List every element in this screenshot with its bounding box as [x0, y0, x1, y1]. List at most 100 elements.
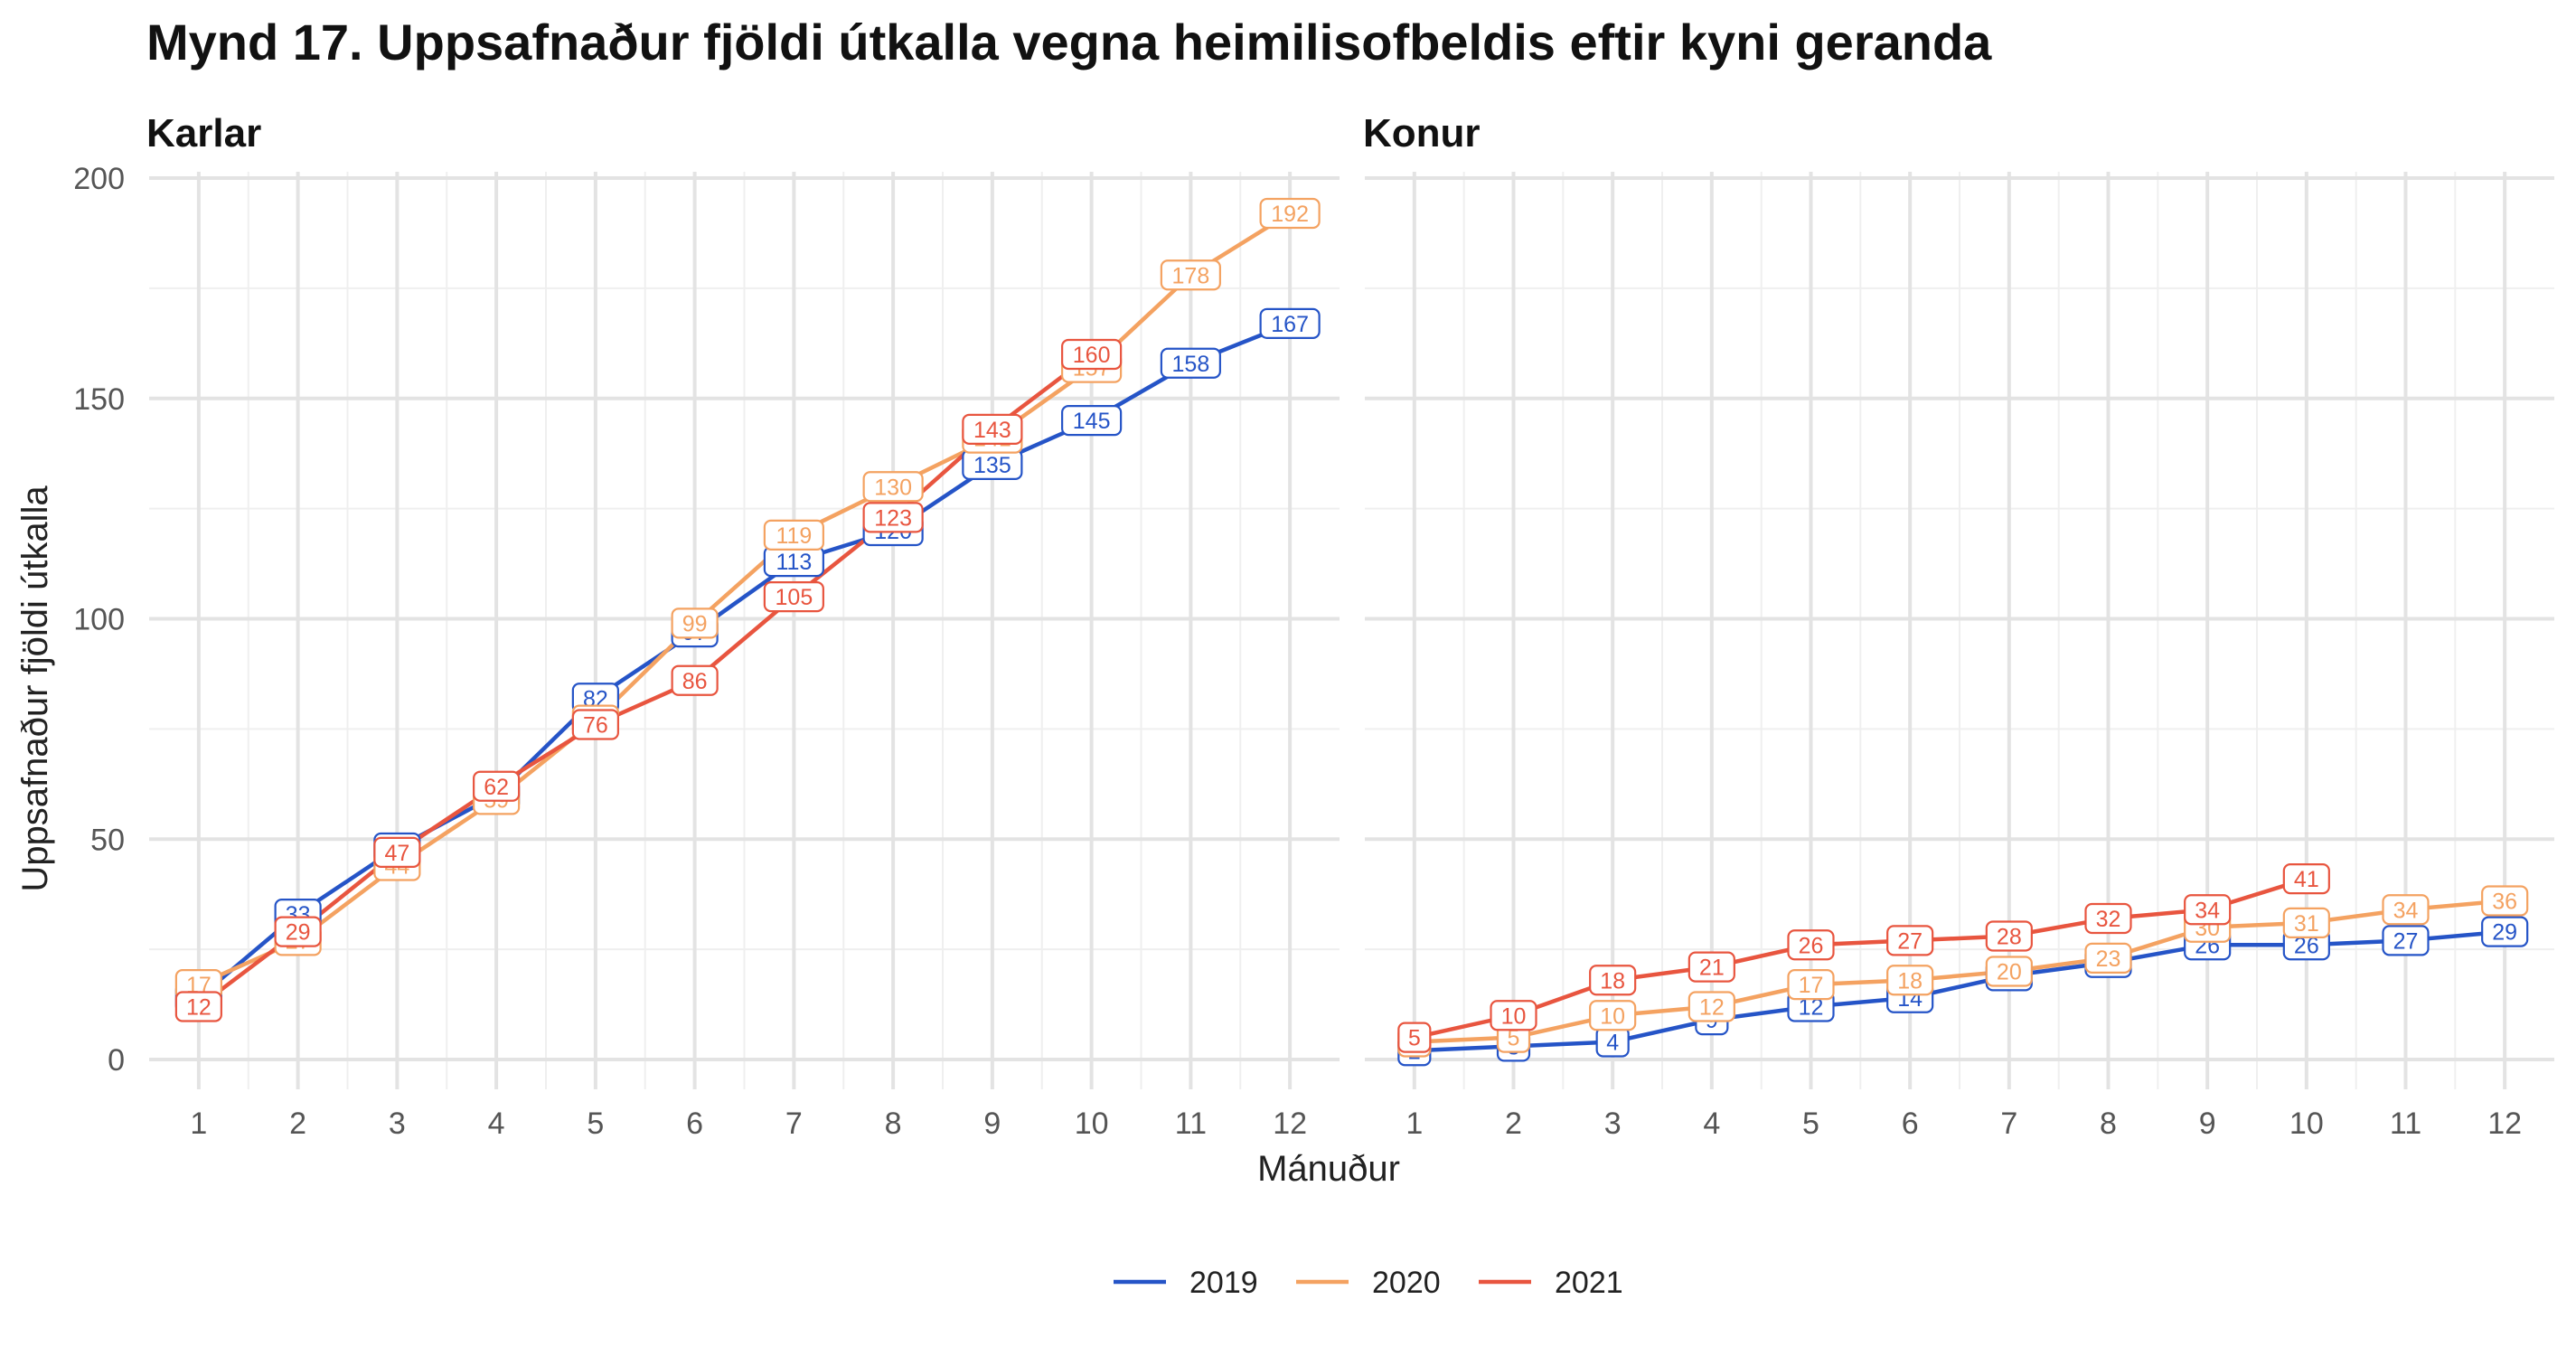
data-label-text: 29: [286, 920, 311, 946]
data-label-2021: 27: [1886, 925, 1934, 956]
data-label-2021: 18: [1589, 965, 1637, 996]
data-label-box: [2481, 885, 2529, 917]
data-label-box: [862, 471, 924, 503]
data-label-box: [1787, 969, 1835, 1001]
legend-item-2020: 2020: [1296, 1266, 1441, 1300]
x-tick-label: 1: [1406, 1106, 1423, 1141]
data-label-box: [2382, 894, 2430, 926]
data-label-2021: 26: [1787, 929, 1835, 961]
data-label-text: 160: [1073, 343, 1111, 368]
data-label-text: 5: [1508, 1026, 1520, 1051]
data-label-text: 99: [682, 611, 708, 636]
data-label-2021: 29: [274, 916, 322, 947]
data-label-2021: 62: [473, 770, 521, 802]
chart-title: Mynd 17. Uppsafnaður fjöldi útkalla vegn…: [146, 14, 1992, 71]
y-tick-label: 200: [73, 162, 125, 196]
x-tick-label: 4: [1703, 1106, 1720, 1141]
x-tick-label: 5: [587, 1106, 604, 1141]
data-label-2019: 27: [2382, 925, 2430, 956]
data-label-2021: 160: [1061, 338, 1123, 371]
data-label-2019: 113: [763, 546, 824, 578]
data-label-2020: 192: [1259, 197, 1321, 230]
data-labels: 2349121419222626272945101217182023303134…: [1397, 863, 2529, 1067]
x-tick-label: 3: [389, 1106, 406, 1141]
data-label-box: [1589, 1000, 1637, 1031]
data-label-text: 76: [583, 713, 608, 739]
x-axis-title: Mánuður: [1257, 1149, 1400, 1189]
data-label-box: [1259, 197, 1321, 230]
data-label-2020: 178: [1160, 259, 1221, 291]
data-label-2020: 20: [1985, 956, 2033, 987]
data-label-box: [571, 709, 619, 740]
data-label-text: 4: [1606, 1031, 1619, 1056]
x-tick-label: 11: [2390, 1106, 2421, 1141]
x-tick-label: 9: [2199, 1106, 2216, 1141]
data-label-box: [2382, 925, 2430, 956]
data-label-text: 158: [1172, 352, 1210, 377]
data-label-2019: 4: [1595, 1026, 1630, 1058]
data-label-2021: 76: [571, 709, 619, 740]
data-label-box: [2084, 942, 2132, 974]
x-tick-label: 12: [1273, 1106, 1307, 1141]
data-label-box: [1397, 1022, 1432, 1053]
x-tick-label: 4: [488, 1106, 505, 1141]
data-label-2020: 119: [763, 519, 824, 551]
data-label-box: [1490, 1000, 1537, 1031]
data-label-box: [1061, 338, 1123, 371]
data-label-2021: 21: [1688, 951, 1735, 983]
data-labels: 1433486082971131201351451581671727445977…: [174, 197, 1321, 1022]
x-tick-label: 3: [1604, 1106, 1622, 1141]
data-label-2020: 10: [1589, 1000, 1637, 1031]
y-tick-label: 50: [90, 823, 125, 857]
data-label-text: 34: [2393, 898, 2419, 923]
data-label-2021: 47: [373, 836, 421, 868]
data-label-text: 167: [1271, 312, 1309, 337]
data-label-text: 36: [2492, 890, 2517, 915]
legend-label: 2021: [1555, 1266, 1623, 1300]
data-label-box: [174, 991, 222, 1022]
data-label-text: 135: [973, 453, 1011, 478]
data-label-box: [2282, 907, 2330, 938]
data-label-text: 130: [874, 475, 912, 500]
data-label-2021: 32: [2084, 902, 2132, 935]
data-label-box: [2184, 894, 2232, 926]
data-label-2021: 10: [1490, 1000, 1537, 1031]
data-label-box: [1061, 405, 1123, 437]
panel-title-karlar: Karlar: [146, 111, 261, 155]
x-tick-label: 8: [885, 1106, 902, 1141]
data-label-2021: 41: [2282, 863, 2330, 895]
data-label-text: 41: [2294, 867, 2319, 892]
data-label-2020: 17: [1787, 969, 1835, 1001]
data-label-text: 20: [1997, 960, 2022, 985]
data-label-box: [763, 581, 824, 613]
x-tick-label: 10: [2289, 1106, 2324, 1141]
data-label-box: [1688, 951, 1735, 983]
data-label-text: 123: [874, 505, 912, 531]
data-label-box: [862, 502, 924, 533]
data-label-text: 62: [484, 775, 509, 800]
legend-item-2021: 2021: [1479, 1266, 1623, 1300]
data-label-2020: 23: [2084, 942, 2132, 974]
data-label-2021: 123: [862, 502, 924, 533]
data-label-box: [1160, 259, 1221, 291]
data-label-box: [2282, 863, 2330, 895]
data-label-box: [1160, 347, 1221, 379]
data-label-text: 27: [1897, 928, 1923, 954]
data-label-2020: 18: [1886, 965, 1934, 996]
data-label-text: 18: [1600, 968, 1625, 993]
data-label-box: [2481, 916, 2529, 947]
data-label-2019: 29: [2481, 916, 2529, 947]
data-label-box: [671, 607, 719, 639]
data-label-2019: 135: [962, 448, 1023, 480]
data-label-2020: 12: [1688, 991, 1735, 1022]
data-label-box: [373, 836, 421, 868]
data-label-2021: 86: [671, 664, 719, 696]
data-label-2020: 36: [2481, 885, 2529, 917]
x-tick-label: 8: [2100, 1106, 2117, 1141]
data-label-text: 17: [1799, 973, 1824, 998]
x-tick-label: 9: [983, 1106, 1001, 1141]
data-label-2019: 167: [1259, 307, 1321, 339]
data-label-text: 105: [776, 585, 813, 610]
legend-item-2019: 2019: [1114, 1266, 1258, 1300]
